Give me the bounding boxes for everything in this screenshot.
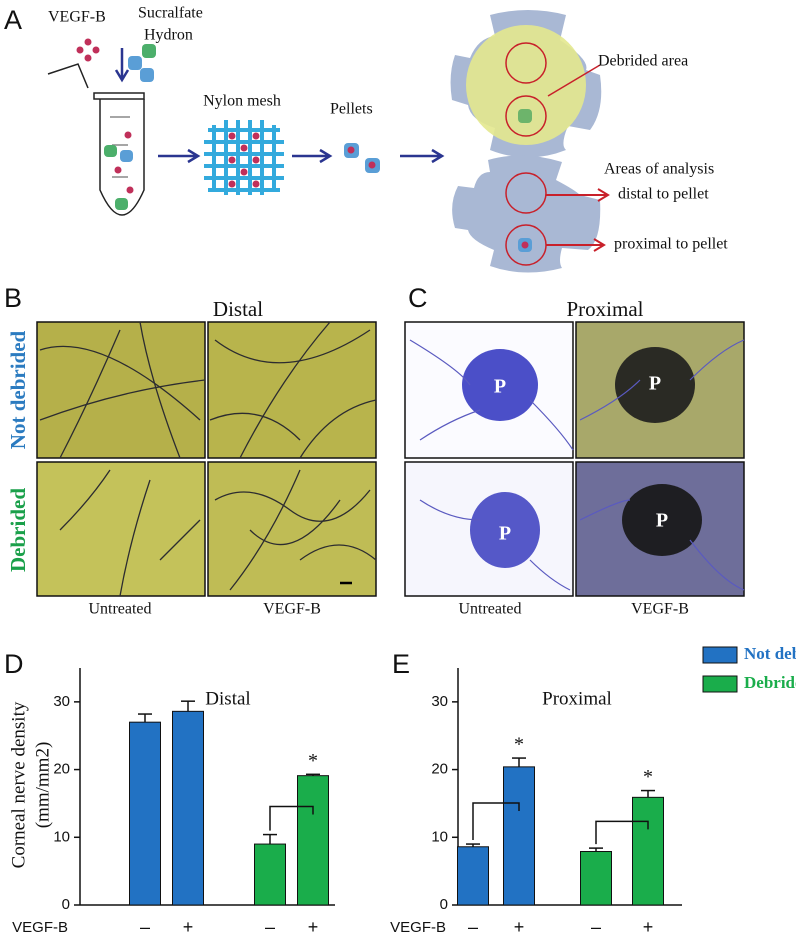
legend-swatch (702, 646, 738, 664)
arrow (114, 48, 130, 83)
panel-letter: B (4, 283, 22, 313)
x-axis-label: VEGF-B (12, 919, 68, 936)
chart-title: Distal (205, 688, 250, 709)
dots (76, 38, 100, 62)
x-tick-label: + (308, 917, 319, 937)
label: Sucralfate (138, 5, 203, 22)
bar (129, 721, 161, 906)
pellets (344, 143, 380, 173)
bar (254, 843, 286, 906)
significance-bracket (472, 802, 520, 841)
y-tick-label: 0 (62, 896, 70, 913)
x-tick-label: – (591, 917, 601, 937)
label: distal to pellet (618, 186, 709, 203)
y-axis-label: Corneal nerve density (8, 701, 29, 868)
micrographs-proximal (404, 321, 745, 597)
col-label: VEGF-B (263, 601, 321, 618)
label: Debrided area (598, 53, 688, 70)
mesh (204, 120, 284, 195)
bar (503, 766, 535, 906)
panel-letter: E (392, 649, 410, 679)
panel-letter: C (408, 283, 428, 313)
panel-letter: A (4, 5, 22, 35)
bar (297, 775, 329, 906)
x-tick-label: – (140, 917, 150, 937)
col-label: Untreated (458, 601, 521, 618)
y-axis-label: (mm/mm2) (32, 742, 53, 829)
cornea-top (450, 10, 602, 158)
significance-star: * (643, 766, 653, 788)
pellet-mark: P (656, 510, 668, 532)
label: Pellets (330, 101, 373, 118)
legend-label: Not debrided (744, 644, 796, 663)
significance-bracket (595, 820, 649, 845)
label: proximal to pellet (614, 236, 728, 253)
y-tick-label: 30 (431, 693, 448, 710)
significance-star: * (308, 750, 318, 772)
y-tick-label: 0 (440, 896, 448, 913)
x-tick-label: + (514, 917, 525, 937)
tube-contents (104, 131, 134, 210)
row-label: Debrided (6, 488, 30, 572)
bar (580, 851, 612, 906)
arrow (400, 148, 445, 164)
pellet-icons (128, 44, 156, 82)
label: Areas of analysis (604, 161, 714, 178)
y-tick-label: 10 (53, 828, 70, 845)
significance-bracket (269, 805, 314, 831)
label: VEGF-B (48, 9, 106, 26)
pellet-mark: P (494, 376, 506, 398)
arrow (292, 148, 333, 164)
y-tick-label: 20 (53, 761, 70, 778)
micrographs-distal (36, 321, 377, 597)
panel-title: Distal (213, 297, 263, 321)
arrow (158, 148, 201, 164)
pellet-mark: P (499, 523, 511, 545)
x-tick-label: – (265, 917, 275, 937)
legend-swatch (702, 675, 738, 693)
label: Nylon mesh (203, 93, 281, 110)
label: Hydron (144, 27, 193, 44)
bar (457, 846, 489, 906)
y-tick-label: 30 (53, 693, 70, 710)
pellet-mark: P (649, 373, 661, 395)
cornea-bottom (452, 155, 610, 273)
col-label: Untreated (88, 601, 151, 618)
col-label: VEGF-B (631, 601, 689, 618)
x-axis-label: VEGF-B (390, 919, 446, 936)
mesh-dots (228, 132, 260, 188)
x-tick-label: + (183, 917, 194, 937)
x-tick-label: – (468, 917, 478, 937)
row-label: Not debrided (6, 330, 30, 449)
significance-star: * (514, 734, 524, 756)
bar (172, 710, 204, 906)
legend-label: Debrided (744, 673, 796, 692)
panel-letter: D (4, 649, 24, 679)
panel-title: Proximal (567, 297, 644, 321)
chart-title: Proximal (542, 688, 612, 709)
x-tick-label: + (643, 917, 654, 937)
y-tick-label: 10 (431, 828, 448, 845)
tube (47, 63, 145, 216)
bar (632, 796, 664, 906)
y-tick-label: 20 (431, 761, 448, 778)
